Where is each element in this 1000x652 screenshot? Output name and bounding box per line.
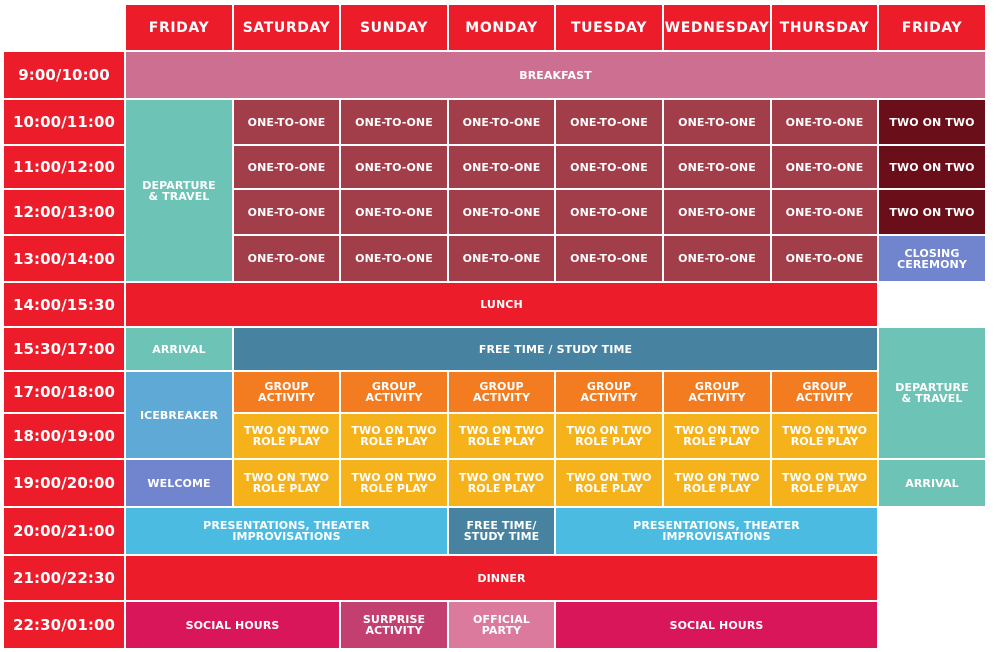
event-icebreaker: ICEBREAKER bbox=[126, 372, 232, 458]
event-one-to-one: ONE-TO-ONE bbox=[664, 236, 770, 281]
event-one-to-one: ONE-TO-ONE bbox=[234, 100, 339, 144]
event-free-time-study-time: FREE TIME / STUDY TIME bbox=[234, 328, 877, 370]
event-one-to-one: ONE-TO-ONE bbox=[234, 190, 339, 234]
event-departure-travel: DEPARTURE & TRAVEL bbox=[879, 328, 985, 458]
event-welcome: WELCOME bbox=[126, 460, 232, 506]
event-lunch: LUNCH bbox=[126, 283, 877, 326]
event-free-time-study-time: FREE TIME/ STUDY TIME bbox=[449, 508, 554, 554]
event-two-on-two-role-play: TWO ON TWO ROLE PLAY bbox=[341, 414, 447, 458]
time-slot: 15:30/17:00 bbox=[4, 328, 124, 370]
event-one-to-one: ONE-TO-ONE bbox=[556, 236, 662, 281]
time-slot: 12:00/13:00 bbox=[4, 190, 124, 234]
event-presentations-theater-improvisations: PRESENTATIONS, THEATER IMPROVISATIONS bbox=[126, 508, 447, 554]
day-header-monday: MONDAY bbox=[449, 5, 554, 50]
event-two-on-two-role-play: TWO ON TWO ROLE PLAY bbox=[234, 414, 339, 458]
day-header-sunday: SUNDAY bbox=[341, 5, 447, 50]
event-arrival: ARRIVAL bbox=[879, 460, 985, 506]
time-slot: 10:00/11:00 bbox=[4, 100, 124, 144]
time-slot: 11:00/12:00 bbox=[4, 146, 124, 188]
event-group-activity: GROUP ACTIVITY bbox=[772, 372, 877, 412]
event-one-to-one: ONE-TO-ONE bbox=[449, 146, 554, 188]
event-two-on-two-role-play: TWO ON TWO ROLE PLAY bbox=[664, 460, 770, 506]
event-one-to-one: ONE-TO-ONE bbox=[234, 236, 339, 281]
event-one-to-one: ONE-TO-ONE bbox=[341, 146, 447, 188]
event-one-to-one: ONE-TO-ONE bbox=[772, 100, 877, 144]
event-official-party: OFFICIAL PARTY bbox=[449, 602, 554, 648]
event-two-on-two: TWO ON TWO bbox=[879, 100, 985, 144]
time-slot: 17:00/18:00 bbox=[4, 372, 124, 412]
event-two-on-two-role-play: TWO ON TWO ROLE PLAY bbox=[556, 414, 662, 458]
event-group-activity: GROUP ACTIVITY bbox=[449, 372, 554, 412]
event-one-to-one: ONE-TO-ONE bbox=[449, 236, 554, 281]
event-one-to-one: ONE-TO-ONE bbox=[664, 100, 770, 144]
day-header-tuesday: TUESDAY bbox=[556, 5, 662, 50]
event-one-to-one: ONE-TO-ONE bbox=[664, 146, 770, 188]
event-closing-ceremony: CLOSING CEREMONY bbox=[879, 236, 985, 281]
time-slot: 22:30/01:00 bbox=[4, 602, 124, 648]
event-one-to-one: ONE-TO-ONE bbox=[772, 236, 877, 281]
event-two-on-two-role-play: TWO ON TWO ROLE PLAY bbox=[234, 460, 339, 506]
event-two-on-two-role-play: TWO ON TWO ROLE PLAY bbox=[772, 414, 877, 458]
event-two-on-two: TWO ON TWO bbox=[879, 190, 985, 234]
event-social-hours: SOCIAL HOURS bbox=[126, 602, 339, 648]
day-header-thursday: THURSDAY bbox=[772, 5, 877, 50]
event-breakfast: BREAKFAST bbox=[126, 52, 985, 98]
event-two-on-two-role-play: TWO ON TWO ROLE PLAY bbox=[556, 460, 662, 506]
event-one-to-one: ONE-TO-ONE bbox=[341, 236, 447, 281]
event-surprise-activity: SURPRISE ACTIVITY bbox=[341, 602, 447, 648]
day-header-friday: FRIDAY bbox=[126, 5, 232, 50]
event-presentations-theater-improvisations: PRESENTATIONS, THEATER IMPROVISATIONS bbox=[556, 508, 877, 554]
event-one-to-one: ONE-TO-ONE bbox=[556, 190, 662, 234]
event-departure-travel: DEPARTURE & TRAVEL bbox=[126, 100, 232, 281]
time-slot: 13:00/14:00 bbox=[4, 236, 124, 281]
event-one-to-one: ONE-TO-ONE bbox=[556, 100, 662, 144]
event-group-activity: GROUP ACTIVITY bbox=[556, 372, 662, 412]
event-two-on-two-role-play: TWO ON TWO ROLE PLAY bbox=[449, 460, 554, 506]
event-one-to-one: ONE-TO-ONE bbox=[341, 100, 447, 144]
event-one-to-one: ONE-TO-ONE bbox=[772, 190, 877, 234]
event-one-to-one: ONE-TO-ONE bbox=[449, 190, 554, 234]
time-slot: 18:00/19:00 bbox=[4, 414, 124, 458]
event-one-to-one: ONE-TO-ONE bbox=[664, 190, 770, 234]
day-header-friday: FRIDAY bbox=[879, 5, 985, 50]
event-two-on-two-role-play: TWO ON TWO ROLE PLAY bbox=[449, 414, 554, 458]
event-one-to-one: ONE-TO-ONE bbox=[341, 190, 447, 234]
event-arrival: ARRIVAL bbox=[126, 328, 232, 370]
event-dinner: DINNER bbox=[126, 556, 877, 600]
time-slot: 21:00/22:30 bbox=[4, 556, 124, 600]
event-group-activity: GROUP ACTIVITY bbox=[664, 372, 770, 412]
event-one-to-one: ONE-TO-ONE bbox=[772, 146, 877, 188]
event-two-on-two-role-play: TWO ON TWO ROLE PLAY bbox=[772, 460, 877, 506]
event-social-hours: SOCIAL HOURS bbox=[556, 602, 877, 648]
event-two-on-two-role-play: TWO ON TWO ROLE PLAY bbox=[664, 414, 770, 458]
event-group-activity: GROUP ACTIVITY bbox=[234, 372, 339, 412]
event-group-activity: GROUP ACTIVITY bbox=[341, 372, 447, 412]
event-one-to-one: ONE-TO-ONE bbox=[234, 146, 339, 188]
event-one-to-one: ONE-TO-ONE bbox=[449, 100, 554, 144]
event-one-to-one: ONE-TO-ONE bbox=[556, 146, 662, 188]
event-two-on-two: TWO ON TWO bbox=[879, 146, 985, 188]
time-slot: 9:00/10:00 bbox=[4, 52, 124, 98]
time-slot: 20:00/21:00 bbox=[4, 508, 124, 554]
time-slot: 19:00/20:00 bbox=[4, 460, 124, 506]
day-header-wednesday: WEDNESDAY bbox=[664, 5, 770, 50]
event-two-on-two-role-play: TWO ON TWO ROLE PLAY bbox=[341, 460, 447, 506]
day-header-saturday: SATURDAY bbox=[234, 5, 339, 50]
time-slot: 14:00/15:30 bbox=[4, 283, 124, 326]
